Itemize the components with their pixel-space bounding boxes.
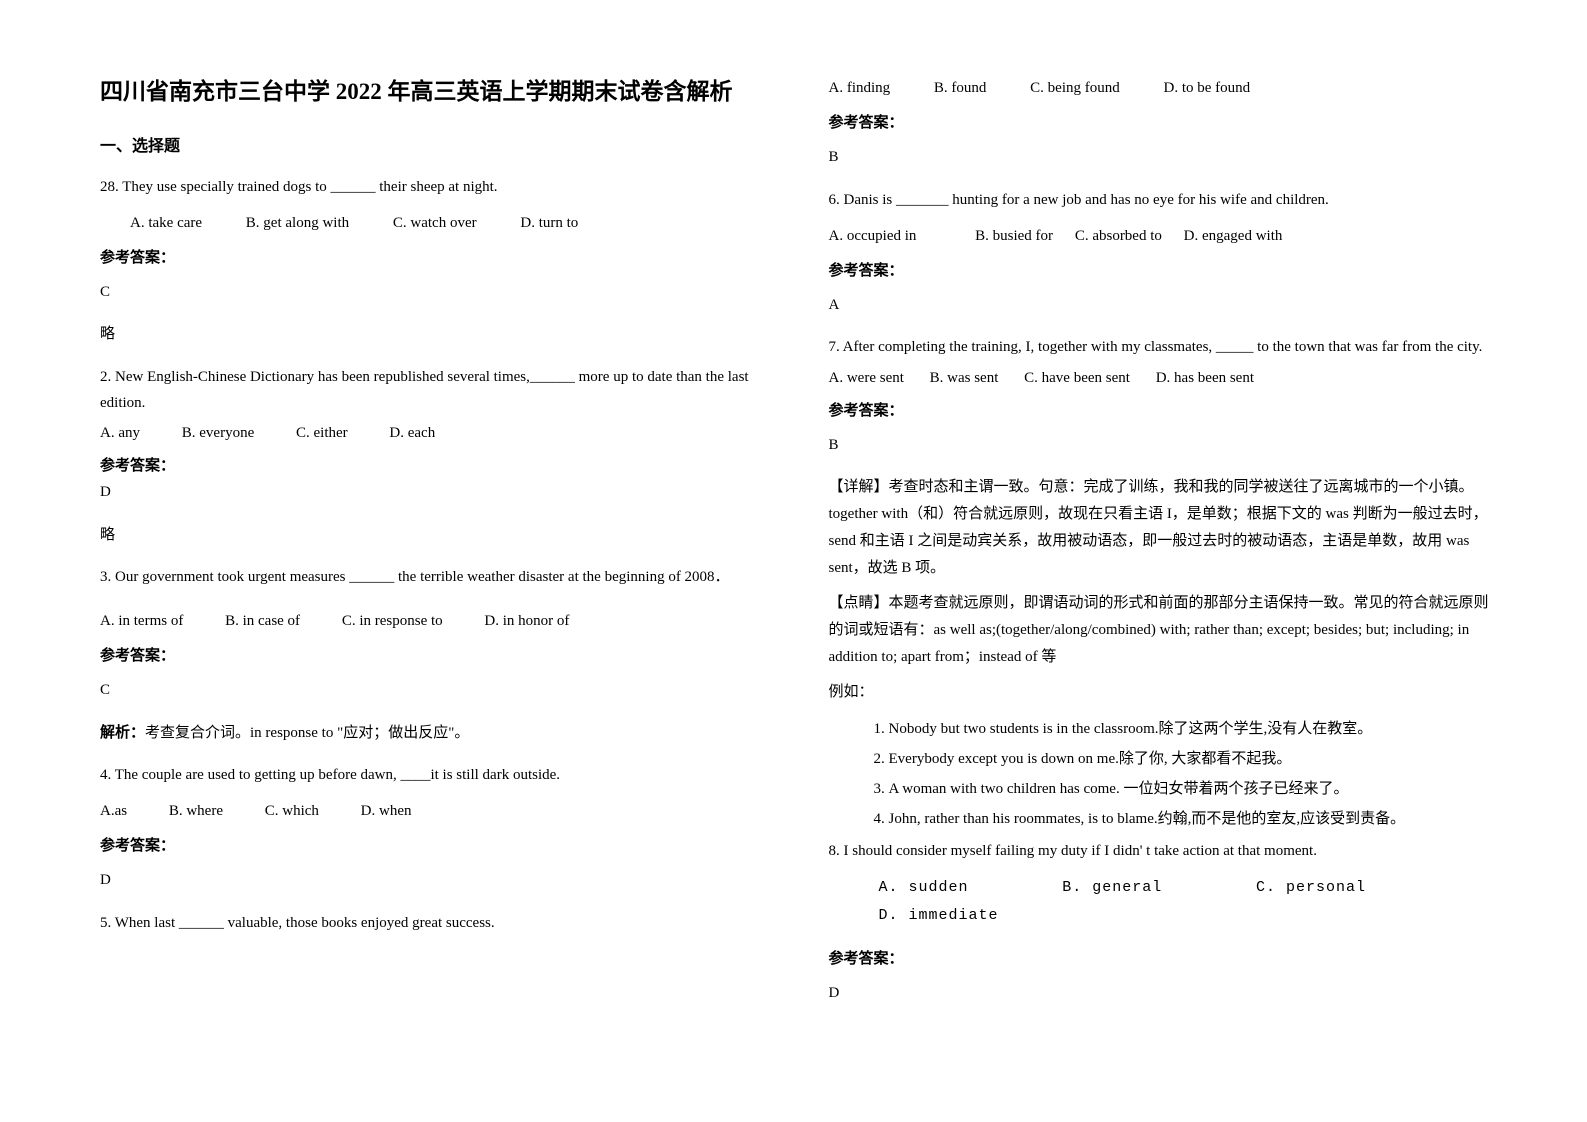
answer-5: B — [829, 144, 1498, 170]
opt-28d: D. turn to — [520, 215, 578, 231]
ref-label-5: 参考答案： — [829, 111, 1498, 132]
options-4: A.as B. where C. which D. when — [100, 798, 769, 824]
explain-7b: 【点睛】本题考查就远原则，即谓语动词的形式和前面的那部分主语保持一致。常见的符合… — [829, 590, 1498, 671]
question-4: 4. The couple are used to getting up bef… — [100, 762, 769, 788]
ref-label-6: 参考答案： — [829, 259, 1498, 280]
question-2: 2. New English-Chinese Dictionary has be… — [100, 364, 769, 417]
opt-4a: A.as — [100, 803, 127, 819]
opt-2a: A. any — [100, 425, 140, 441]
options-5: A. finding B. found C. being found D. to… — [829, 75, 1498, 101]
question-7: 7. After completing the training, I, tog… — [829, 334, 1498, 360]
ref-label-7: 参考答案： — [829, 399, 1498, 420]
answer-8: D — [829, 980, 1498, 1006]
left-column: 四川省南充市三台中学 2022 年高三英语上学期期末试卷含解析 一、选择题 28… — [100, 75, 769, 1082]
opt-6a: A. occupied in — [829, 228, 917, 244]
example-2: Everybody except you is down on me.除了你, … — [889, 744, 1498, 774]
opt-4b: B. where — [169, 803, 223, 819]
question-8: 8. I should consider myself failing my d… — [829, 838, 1498, 864]
opt-7c: C. have been sent — [1024, 370, 1130, 386]
opt-7d: D. has been sent — [1156, 370, 1254, 386]
ref-label-28: 参考答案： — [100, 246, 769, 267]
example-1: Nobody but two students is in the classr… — [889, 714, 1498, 744]
opt-3a: A. in terms of — [100, 613, 183, 629]
opt-6c: C. absorbed to — [1075, 228, 1162, 244]
options-7: A. were sent B. was sent C. have been se… — [829, 365, 1498, 391]
opt-2c: C. either — [296, 425, 348, 441]
opt-3d: D. in honor of — [484, 613, 569, 629]
opt-6b: B. busied for — [975, 228, 1053, 244]
opt-3c: C. in response to — [342, 613, 443, 629]
question-3: 3. Our government took urgent measures _… — [100, 564, 769, 590]
options-8: A. sudden B. general C. personal D. imme… — [829, 874, 1498, 929]
opt-7a: A. were sent — [829, 370, 904, 386]
opt-28c: C. watch over — [393, 215, 477, 231]
opt-28a: A. take care — [130, 215, 202, 231]
opt-2b: B. everyone — [182, 425, 254, 441]
explain-7a: 【详解】考查时态和主谓一致。句意：完成了训练，我和我的同学被送往了远离城市的一个… — [829, 474, 1498, 582]
answer-7: B — [829, 432, 1498, 458]
explain-3: 解析：考查复合介词。in response to "应对；做出反应"。 — [100, 720, 769, 746]
answer-4: D — [100, 867, 769, 893]
options-2: A. any B. everyone C. either D. each — [100, 420, 769, 446]
section-heading: 一、选择题 — [100, 132, 769, 156]
options-28: A. take care B. get along with C. watch … — [100, 210, 769, 236]
answer-28: C — [100, 279, 769, 305]
ref-label-8: 参考答案： — [829, 947, 1498, 968]
ref-label-3: 参考答案： — [100, 644, 769, 665]
opt-6d: D. engaged with — [1184, 228, 1283, 244]
question-5: 5. When last ______ valuable, those book… — [100, 910, 769, 936]
opt-8b: B. general — [1062, 879, 1162, 896]
opt-3b: B. in case of — [225, 613, 300, 629]
page-title: 四川省南充市三台中学 2022 年高三英语上学期期末试卷含解析 — [100, 75, 769, 110]
ref-label-4: 参考答案： — [100, 834, 769, 855]
examples-label: 例如： — [829, 679, 1498, 706]
options-3: A. in terms of B. in case of C. in respo… — [100, 608, 769, 634]
answer-3: C — [100, 677, 769, 703]
explain-prefix-3: 解析： — [100, 725, 145, 741]
answer-2: D — [100, 479, 769, 505]
opt-7b: B. was sent — [930, 370, 999, 386]
opt-8c: C. personal — [1256, 879, 1366, 896]
answer-6: A — [829, 292, 1498, 318]
ref-label-2: 参考答案： — [100, 454, 769, 475]
example-3: A woman with two children has come. 一位妇女… — [889, 774, 1498, 804]
opt-5b: B. found — [934, 80, 987, 96]
explain-text-3: 考查复合介词。in response to "应对；做出反应"。 — [145, 725, 469, 741]
examples-list: Nobody but two students is in the classr… — [829, 714, 1498, 834]
opt-4d: D. when — [361, 803, 412, 819]
question-6: 6. Danis is _______ hunting for a new jo… — [829, 187, 1498, 213]
opt-5a: A. finding — [829, 80, 891, 96]
opt-5d: D. to be found — [1164, 80, 1251, 96]
right-column: A. finding B. found C. being found D. to… — [829, 75, 1498, 1082]
omit-2: 略 — [100, 522, 769, 548]
opt-2d: D. each — [389, 425, 435, 441]
options-6: A. occupied in B. busied for C. absorbed… — [829, 223, 1498, 249]
opt-28b: B. get along with — [246, 215, 349, 231]
opt-5c: C. being found — [1030, 80, 1120, 96]
example-4: John, rather than his roommates, is to b… — [889, 804, 1498, 834]
opt-4c: C. which — [265, 803, 319, 819]
question-28: 28. They use specially trained dogs to _… — [100, 174, 769, 200]
omit-28: 略 — [100, 321, 769, 347]
opt-8a: A. sudden — [879, 879, 969, 896]
opt-8d: D. immediate — [879, 907, 999, 924]
